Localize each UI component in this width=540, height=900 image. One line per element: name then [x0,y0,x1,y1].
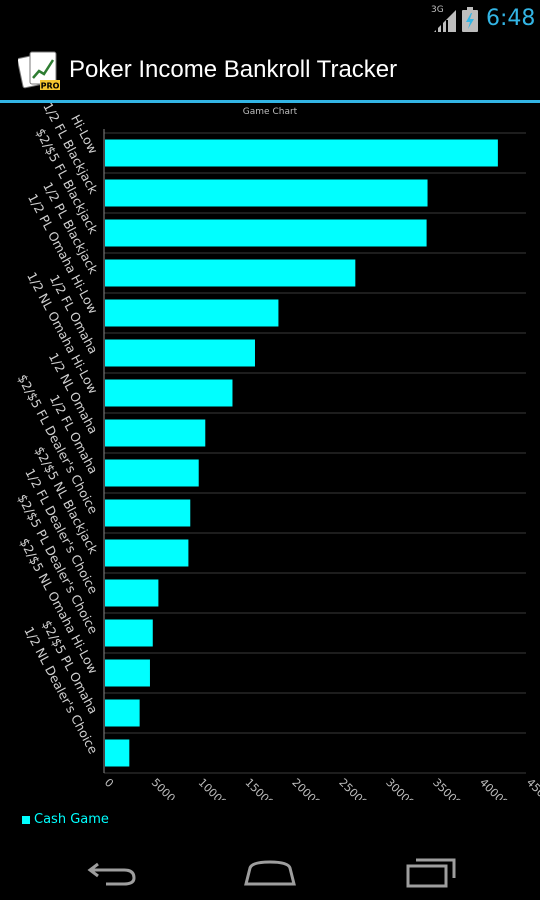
bar [105,299,279,327]
x-tick-label: 10000 [196,776,230,800]
bar [105,219,427,247]
legend-swatch [22,815,30,824]
chart-legend: Cash Game [22,812,109,827]
clock: 6:48 [486,6,536,31]
bar [105,579,159,607]
legend-label: Cash Game [34,812,109,827]
bar [105,259,356,287]
network-type-label: 3G [431,5,444,15]
status-bar: 3G 6:48 [0,0,540,38]
game-chart: Game Chart Hi-Low 1/2 FL Blackjack $2/$5 FL… [0,103,540,800]
app-logo-icon[interactable]: PRO [18,50,60,90]
bar [105,179,428,207]
bar [105,499,191,527]
app-title: Poker Income Bankroll Tracker [69,56,398,83]
x-tick-label: 15000 [243,776,277,800]
bar [105,739,130,767]
x-tick-label: 5000 [149,776,178,800]
x-tick-label: 0 [102,776,116,790]
bar [105,139,498,167]
x-tick-label: 35000 [430,776,464,800]
action-bar-divider [0,100,540,103]
home-icon[interactable] [230,850,310,890]
bar [105,459,199,487]
bar [105,539,189,567]
signal-icon [434,10,456,32]
x-tick-label: 4500 [524,776,540,800]
x-tick-label: 30000 [383,776,417,800]
x-tick-label: 20000 [289,776,323,800]
navigation-bar [0,840,540,900]
action-bar: PRO Poker Income Bankroll Tracker [0,38,540,100]
battery-charging-icon [462,7,478,32]
bar [105,619,153,647]
x-tick-label: 40000 [477,776,511,800]
bar [105,339,255,367]
recents-icon[interactable] [390,850,470,890]
back-icon[interactable] [72,850,152,890]
bar [105,699,140,727]
chart-title: Game Chart [243,107,298,117]
logo-badge: PRO [41,82,60,91]
bar [105,659,150,687]
bar [105,379,233,407]
x-tick-label: 25000 [336,776,370,800]
bar [105,419,206,447]
